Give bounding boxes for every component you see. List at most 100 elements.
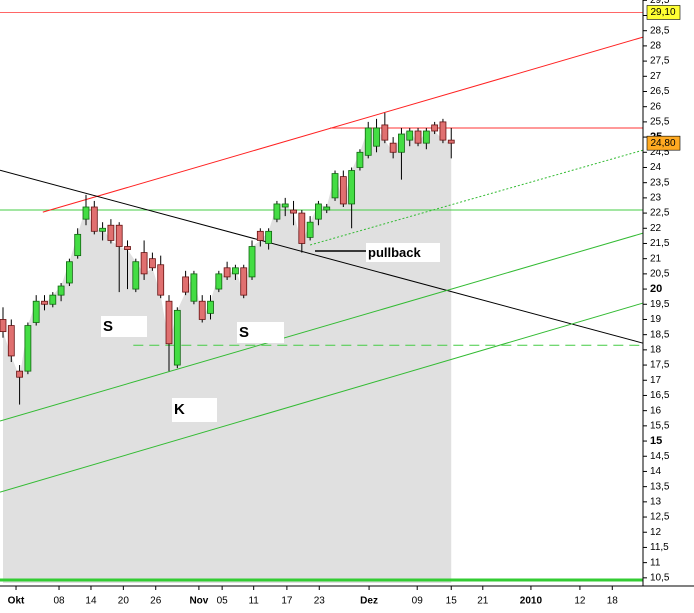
candle-body: [290, 209, 297, 214]
x-tick-label: 23: [314, 596, 326, 607]
annotation: pullback: [366, 243, 440, 262]
y-tick-label: 26,5: [650, 86, 670, 97]
x-tick-label: 2010: [520, 596, 543, 607]
x-tick-label: 20: [118, 596, 130, 607]
candle-body: [281, 203, 289, 208]
y-axis-panel: [643, 0, 694, 583]
y-tick-label: 19,5: [650, 299, 670, 310]
y-tick-label: 21: [650, 253, 662, 264]
x-tick-label: Dez: [360, 596, 378, 607]
x-tick-label: 15: [446, 596, 458, 607]
y-tick-label: 13: [650, 496, 662, 507]
candle-body: [182, 276, 190, 293]
y-tick-label: 17,5: [650, 360, 670, 371]
y-tick-label: 18,5: [650, 329, 670, 340]
candle-body: [173, 309, 181, 366]
x-tick-label: 09: [412, 596, 424, 607]
candle-body: [215, 273, 223, 290]
price-label: 24,80: [650, 138, 675, 149]
candle-body: [24, 325, 32, 372]
y-tick-label: 22: [650, 223, 662, 234]
candle-body: [82, 206, 90, 220]
y-tick-label: 20,5: [650, 269, 670, 280]
price-label-box: [646, 135, 681, 151]
price-label-box: [646, 5, 681, 20]
y-tick-label: 11: [650, 557, 661, 568]
candle-body: [115, 224, 123, 247]
candle-body: [41, 300, 48, 305]
candle-body: [339, 176, 347, 205]
candle-body: [232, 267, 239, 275]
candle-body: [107, 224, 115, 241]
trend-line: [0, 232, 644, 422]
candle-body: [406, 130, 414, 141]
x-tick-label: 14: [85, 596, 97, 607]
trend-line: [309, 149, 644, 246]
y-tick-label: 27,5: [650, 56, 670, 67]
y-tick-label: 25,5: [650, 117, 670, 128]
candle-body: [315, 203, 322, 220]
y-tick-label: 15,5: [650, 420, 670, 431]
candle-body: [323, 206, 331, 211]
y-tick-label: 14,5: [650, 451, 670, 462]
candle-body: [256, 230, 264, 241]
y-tick-label: 26: [650, 101, 662, 112]
trend-line: [0, 169, 644, 344]
candle-body: [49, 294, 57, 305]
x-tick-label: Okt: [8, 596, 25, 607]
candle-body: [16, 370, 23, 378]
x-tick-label: 08: [53, 596, 65, 607]
annotation: K: [172, 398, 217, 422]
y-tick-label: 15: [650, 435, 662, 447]
candle-body: [373, 127, 380, 147]
price-label: 29,10: [650, 7, 675, 18]
candle-body: [422, 130, 430, 144]
candle-body: [248, 246, 256, 278]
area-layer: [2, 127, 452, 583]
y-tick-label: 12: [650, 527, 662, 538]
candle-body: [198, 300, 206, 320]
candle-body: [99, 227, 107, 232]
y-tick-label: 28: [650, 41, 662, 52]
candle-body: [348, 170, 356, 205]
y-tick-label: 29,5: [650, 0, 670, 6]
candle-body: [439, 121, 447, 141]
y-tick-label: 12,5: [650, 512, 670, 523]
candle-body: [57, 285, 65, 296]
candle-body: [306, 221, 314, 238]
x-tick-label: 18: [607, 596, 619, 607]
y-tick-label: 17: [650, 375, 662, 386]
candle-body: [124, 246, 131, 250]
candle-body: [74, 233, 82, 257]
candle-body: [414, 130, 422, 144]
candle-body: [398, 133, 405, 153]
candle-body: [140, 252, 148, 275]
x-tick-label: 26: [150, 596, 162, 607]
annotation: S: [101, 316, 147, 337]
y-tick-label: 23,5: [650, 177, 670, 188]
y-tick-label: 21,5: [650, 238, 670, 249]
candle-body: [90, 206, 98, 232]
candle-body: [207, 300, 214, 314]
x-tick-label: 17: [281, 596, 293, 607]
candle-layer: [0, 112, 455, 405]
y-tick-label: 19: [650, 314, 662, 325]
y-tick-label: 16,5: [650, 390, 670, 401]
candle-body: [165, 300, 173, 345]
x-tick-label: 12: [574, 596, 586, 607]
y-tick-label: 24: [650, 162, 662, 173]
y-tick-label: 10,5: [650, 572, 670, 583]
y-tick-label: 14: [650, 466, 662, 477]
candle-body: [240, 267, 248, 296]
candle-body: [273, 203, 281, 220]
candle-body: [149, 258, 156, 269]
candle-body: [298, 212, 306, 244]
y-tick-label: 23: [650, 193, 662, 204]
candle-body: [356, 151, 364, 168]
candle-body: [7, 325, 15, 357]
x-axis-panel: [0, 586, 694, 613]
candle-body: [381, 124, 389, 141]
candle-body: [331, 173, 339, 199]
